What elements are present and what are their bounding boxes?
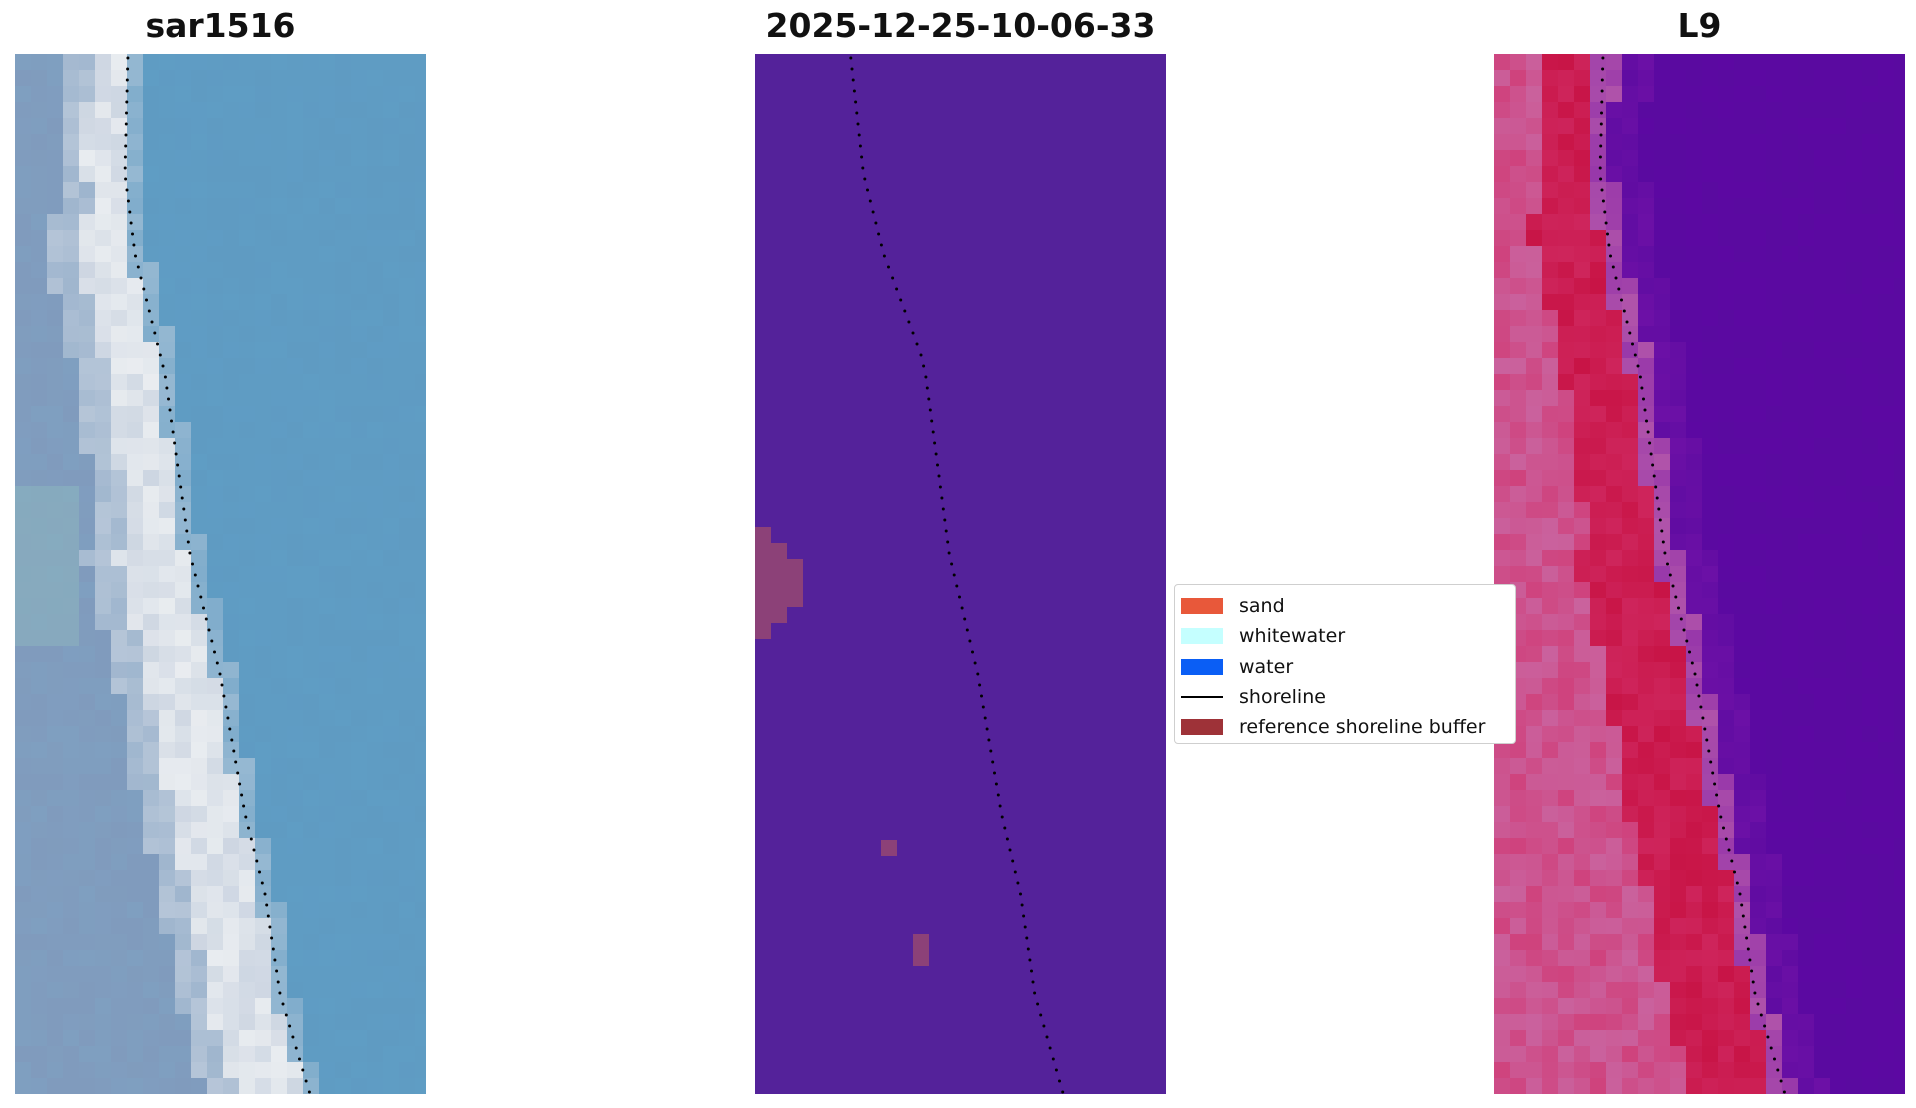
legend-item-shoreline: shoreline — [1181, 685, 1326, 709]
shoreline — [1598, 56, 1786, 1094]
legend-label: water — [1239, 656, 1294, 678]
whitewater-swatch — [1181, 628, 1223, 644]
panel-title-date: 2025-12-25-10-06-33 — [765, 6, 1156, 45]
buffer-patch — [755, 591, 803, 607]
false-color-image — [1494, 54, 1905, 1094]
buffer-patch — [755, 559, 803, 591]
legend-item-reference-shoreline-buffer: reference shoreline buffer — [1181, 715, 1485, 739]
legend-item-sand: sand — [1181, 594, 1285, 618]
legend-label: sand — [1239, 595, 1285, 617]
panel-title-satellite: L9 — [1677, 6, 1722, 45]
shoreline — [849, 56, 1065, 1094]
buffer-patch — [755, 623, 771, 639]
buffer-patch — [755, 607, 787, 623]
classified-background — [755, 54, 1166, 1094]
false-color-image-panel — [1494, 54, 1905, 1094]
shoreline — [123, 56, 311, 1094]
classified-image-panel — [755, 54, 1166, 1094]
classified-image — [755, 54, 1166, 1094]
buffer-patch — [881, 840, 897, 856]
rgb-image-panel — [15, 54, 426, 1094]
legend-label: shoreline — [1239, 686, 1326, 708]
buffer-patch — [755, 543, 787, 559]
buffer-patches — [755, 527, 929, 966]
shoreline-line-swatch — [1181, 696, 1223, 698]
false-color-pixels — [1494, 54, 1905, 1094]
legend-label: whitewater — [1239, 625, 1346, 647]
legend-label: reference shoreline buffer — [1239, 716, 1486, 738]
rgb-pixels — [15, 54, 426, 1094]
legend-item-water: water — [1181, 655, 1293, 679]
buffer-patch — [913, 934, 929, 966]
sand-swatch — [1181, 598, 1223, 614]
panel-title-rgb: sar1516 — [145, 6, 296, 45]
legend: sand whitewater water shoreline referenc… — [1174, 584, 1516, 744]
water-swatch — [1181, 659, 1223, 675]
rgb-image — [15, 54, 426, 1094]
buffer-swatch — [1181, 719, 1223, 735]
buffer-patch — [755, 527, 771, 543]
legend-item-whitewater: whitewater — [1181, 624, 1345, 648]
